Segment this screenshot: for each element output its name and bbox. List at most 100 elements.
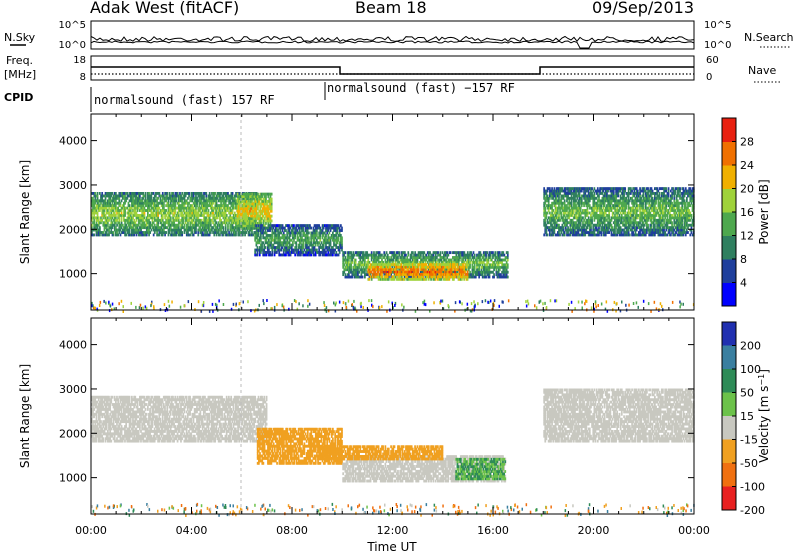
data-cell: [229, 214, 232, 217]
data-cell: [182, 214, 185, 217]
data-cell: [126, 192, 129, 195]
data-cell: [253, 202, 256, 206]
data-cell: [174, 211, 177, 215]
data-cell: [208, 192, 211, 195]
data-cell: [96, 226, 99, 230]
data-cell: [119, 233, 122, 237]
data-cell: [262, 209, 265, 213]
data-cell: [103, 209, 106, 212]
data-cell: [359, 263, 362, 267]
data-cell: [246, 202, 249, 206]
data-cell: [242, 202, 245, 206]
data-cell: [243, 226, 246, 230]
data-cell: [155, 204, 157, 208]
data-cell: [250, 219, 253, 223]
data-cell: [111, 206, 114, 210]
data-cell: [140, 218, 142, 222]
data-cell: [437, 253, 439, 257]
data-cell: [360, 268, 363, 272]
data-cell: [258, 236, 261, 240]
speckle: [325, 309, 328, 313]
data-cell: [433, 251, 436, 255]
data-cell: [103, 216, 106, 220]
data-cell: [103, 211, 106, 215]
data-cell: [212, 209, 214, 212]
data-cell: [156, 192, 158, 195]
data-cell: [107, 216, 109, 220]
data-cell: [129, 233, 132, 237]
data-cell: [385, 263, 388, 267]
data-cell: [426, 251, 429, 255]
data-cell: [129, 194, 132, 198]
data-cell: [272, 226, 275, 230]
data-cell: [191, 209, 194, 212]
data-cell: [398, 261, 401, 264]
data-cell: [288, 246, 291, 249]
speckle: [208, 309, 211, 313]
data-cell: [99, 221, 101, 225]
data-cell: [257, 200, 259, 203]
data-cell: [391, 265, 394, 269]
data-cell: [256, 192, 258, 196]
data-cell: [227, 226, 229, 230]
data-cell: [305, 251, 308, 254]
data-cell: [373, 253, 375, 257]
data-cell: [152, 216, 155, 220]
data-cell: [183, 199, 186, 203]
data-cell: [120, 194, 123, 198]
data-cell: [256, 217, 258, 220]
data-cell: [332, 231, 334, 235]
data-cell: [250, 226, 253, 230]
data-cell: [327, 238, 330, 242]
data-cell: [396, 268, 398, 272]
data-cell: [463, 251, 466, 255]
data-cell: [113, 201, 116, 205]
data-cell: [96, 228, 99, 232]
data-cell: [285, 251, 287, 254]
data-cell: [115, 199, 117, 203]
data-cell: [329, 224, 332, 228]
data-cell: [289, 231, 292, 235]
data-cell: [344, 256, 347, 259]
data-cell: [420, 256, 422, 259]
data-cell: [123, 228, 125, 232]
data-cell: [224, 211, 227, 215]
data-cell: [120, 199, 123, 203]
data-cell: [96, 194, 99, 198]
data-cell: [173, 204, 176, 208]
data-cell: [195, 196, 197, 200]
data-cell: [241, 207, 244, 211]
data-cell: [135, 192, 138, 195]
data-cell: [264, 192, 266, 196]
speckle: [597, 304, 599, 307]
data-cell: [351, 275, 354, 279]
data-cell: [143, 223, 146, 227]
data-cell: [172, 228, 174, 232]
data-cell: [153, 199, 156, 203]
data-cell: [254, 251, 257, 254]
data-cell: [227, 206, 229, 210]
data-cell: [449, 263, 452, 267]
data-cell: [304, 226, 307, 230]
data-cell: [229, 233, 232, 237]
data-cell: [319, 231, 322, 235]
data-cell: [225, 196, 228, 200]
data-cell: [149, 209, 152, 212]
data-cell: [318, 253, 321, 257]
data-cell: [261, 200, 264, 203]
data-cell: [324, 253, 326, 257]
data-cell: [544, 206, 547, 210]
data-cell: [173, 214, 176, 217]
speckle: [258, 303, 260, 307]
data-cell: [161, 204, 164, 208]
data-cell: [142, 221, 145, 225]
data-cell: [191, 199, 194, 203]
data-cell: [360, 275, 363, 279]
data-cell: [343, 270, 346, 274]
data-cell: [340, 229, 342, 232]
data-cell: [222, 192, 225, 195]
data-cell: [430, 256, 433, 259]
data-cell: [172, 214, 174, 217]
data-cell: [262, 219, 265, 223]
data-cell: [444, 258, 446, 262]
